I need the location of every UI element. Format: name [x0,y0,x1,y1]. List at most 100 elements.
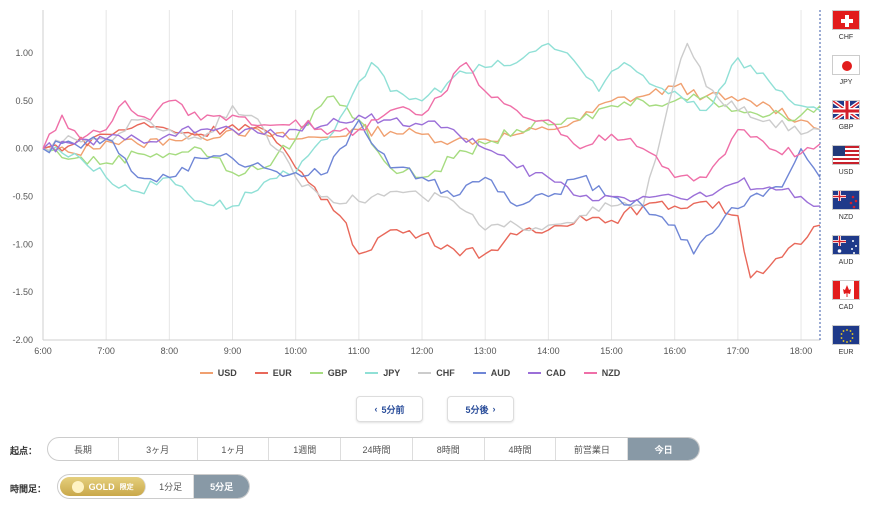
flag-item-jpy[interactable]: JPY [830,55,862,100]
origin-selector: 長期 3ヶ月 1ヶ月 1週間 24時間 8時間 4時間 前営業日 今日 [47,437,700,461]
origin-option[interactable]: 1ヶ月 [198,438,270,460]
legend-label: JPY [383,368,401,378]
chart-legend: USD EUR GBP JPY CHF AUD CAD NZD [0,368,820,378]
usa-flag-icon [832,145,860,165]
x-tick-label: 16:00 [663,346,686,356]
x-tick-label: 10:00 [284,346,307,356]
timeframe-option[interactable]: 5分足 [194,475,249,498]
y-tick-label: -1.00 [12,239,33,249]
flag-currency-label: JPY [839,79,853,86]
y-tick-label: -1.50 [12,287,33,297]
legend-label: NZD [601,368,621,378]
flag-currency-label: CAD [838,304,854,311]
x-tick-label: 13:00 [474,346,497,356]
x-tick-label: 12:00 [411,346,434,356]
x-tick-label: 15:00 [600,346,623,356]
flag-item-chf[interactable]: CHF [830,10,862,55]
series-line-chf [42,42,821,232]
chevron-right-icon: › [492,404,496,414]
australia-flag-icon [832,235,860,255]
legend-swatch [365,372,379,374]
timeframe-option[interactable]: 1分足 [148,475,195,498]
legend-item-gbp[interactable]: GBP [309,368,348,378]
legend-item-aud[interactable]: AUD [472,368,511,378]
canada-flag-icon [832,280,860,300]
legend-swatch [199,372,213,374]
timeframe-label: 時間足： [10,484,47,494]
origin-option[interactable]: 8時間 [413,438,485,460]
y-tick-label: 0.00 [15,144,33,154]
legend-label: EUR [272,368,292,378]
x-tick-label: 8:00 [161,346,179,356]
legend-swatch [309,372,323,374]
flag-currency-label: GBP [838,124,854,131]
series-line-cad [42,113,821,208]
legend-item-cad[interactable]: CAD [528,368,566,378]
origin-option[interactable]: 3ヶ月 [119,438,198,460]
flag-item-cad[interactable]: CAD [830,280,862,325]
new-zealand-flag-icon [832,190,860,210]
flag-currency-label: USD [838,169,854,176]
gold-limited-badge[interactable]: GOLD 限定 [60,477,147,496]
legend-swatch [472,372,486,374]
gold-coin-icon [71,480,84,493]
uk-flag-icon [832,100,860,120]
flag-currency-label: AUD [838,259,854,266]
legend-item-jpy[interactable]: JPY [365,368,400,378]
series-line-jpy [42,42,821,211]
y-tick-label: -0.50 [12,192,33,202]
series-line-gbp [42,93,821,179]
x-tick-label: 11:00 [348,346,370,356]
legend-swatch [528,372,542,374]
x-tick-label: 6:00 [34,346,52,356]
legend-label: GBP [327,368,348,378]
flag-item-aud[interactable]: AUD [830,235,862,280]
prev-5min-button[interactable]: ‹ 5分前 [356,396,423,422]
flag-item-gbp[interactable]: GBP [830,100,862,145]
legend-label: AUD [490,368,511,378]
legend-item-chf[interactable]: CHF [418,368,455,378]
line-chart: 6:00 7:00 8:00 9:00 10:00 11:00 12:00 13:00 14:0… [12,10,821,356]
eu-flag-icon [832,325,860,345]
x-tick-label: 14:00 [537,346,560,356]
origin-option[interactable]: 1週間 [269,438,342,460]
x-tick-label: 9:00 [224,346,242,356]
chevron-left-icon: ‹ [374,404,378,414]
origin-option[interactable]: 4時間 [485,438,557,460]
x-tick-label: 17:00 [727,346,750,356]
origin-option[interactable]: 24時間 [341,438,413,460]
series-line-aud [42,119,821,255]
japan-flag-icon [832,55,860,75]
legend-item-usd[interactable]: USD [199,368,237,378]
flag-currency-label: EUR [838,349,854,356]
x-tick-label: 7:00 [97,346,115,356]
flag-item-eur[interactable]: EUR [830,325,862,370]
flag-item-nzd[interactable]: NZD [830,190,862,235]
legend-swatch [254,372,268,374]
origin-option[interactable]: 長期 [48,438,119,460]
legend-item-nzd[interactable]: NZD [583,368,621,378]
y-tick-label: -2.00 [12,335,33,345]
next-5min-button[interactable]: 5分後 › [447,396,514,422]
legend-label: CHF [436,368,455,378]
origin-option[interactable]: 前営業日 [556,438,629,460]
legend-label: CAD [546,368,566,378]
y-tick-label: 1.00 [15,48,33,58]
timeframe-selector: GOLD 限定 1分足 5分足 [57,474,250,499]
series-line-eur [42,121,821,279]
flag-currency-label: NZD [838,214,854,221]
legend-swatch [418,372,432,374]
currency-flag-column: CHF JPY GBP USD NZD AUD CAD EUR [830,10,862,370]
x-tick-label: 18:00 [790,346,813,356]
origin-label: 起点： [10,446,38,456]
origin-option[interactable]: 今日 [628,438,699,460]
legend-swatch [583,372,597,374]
legend-label: USD [217,368,237,378]
flag-currency-label: CHF [838,34,854,41]
y-tick-label: 0.50 [15,96,33,106]
legend-item-eur[interactable]: EUR [254,368,292,378]
series-line-usd [42,82,821,157]
flag-item-usd[interactable]: USD [830,145,862,190]
series-line-nzd [42,61,821,182]
switzerland-flag-icon [832,10,860,30]
